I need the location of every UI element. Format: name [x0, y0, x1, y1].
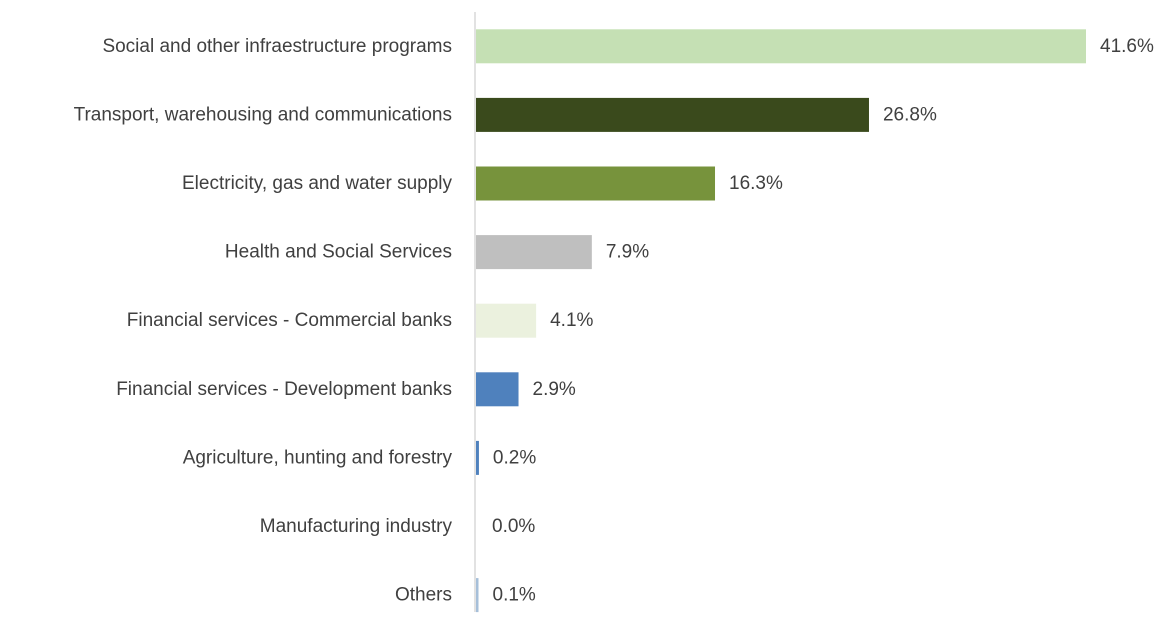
bar	[476, 235, 592, 270]
value-label: 0.1%	[493, 585, 536, 606]
value-label: 16.3%	[729, 173, 783, 194]
value-labels: 41.6% 26.8% 16.3% 7.9% 4.1% 2.9% 0.2% 0.0% 0.1%	[492, 36, 1154, 606]
value-label: 41.6%	[1100, 36, 1154, 57]
category-label: Financial services - Development banks	[116, 379, 452, 400]
category-label: Transport, warehousing and communication…	[74, 104, 452, 125]
bar	[476, 440, 479, 475]
bar	[476, 166, 716, 201]
bar	[476, 29, 1086, 64]
category-label: Financial services - Commercial banks	[127, 310, 452, 331]
value-label: 7.9%	[606, 242, 649, 263]
value-label: 0.0%	[492, 516, 535, 537]
value-label: 4.1%	[550, 310, 593, 331]
value-label: 0.2%	[493, 447, 536, 468]
bar	[476, 372, 519, 407]
value-label: 26.8%	[883, 104, 937, 125]
bar	[476, 578, 479, 613]
category-label: Others	[395, 585, 452, 606]
category-label: Electricity, gas and water supply	[182, 173, 452, 194]
category-label: Manufacturing industry	[260, 516, 453, 537]
category-label: Agriculture, hunting and forestry	[183, 447, 453, 468]
bar	[476, 303, 537, 338]
category-label: Social and other infraestructure program…	[102, 36, 452, 57]
bars	[476, 29, 1086, 613]
bar	[476, 97, 869, 132]
value-label: 2.9%	[533, 379, 576, 400]
category-labels: Social and other infraestructure program…	[74, 36, 453, 606]
category-label: Health and Social Services	[225, 242, 452, 263]
